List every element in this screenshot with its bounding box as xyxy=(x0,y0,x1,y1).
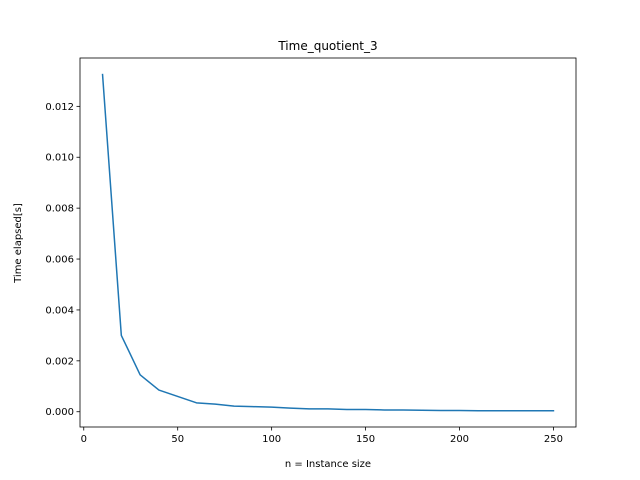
y-tick-label: 0.006 xyxy=(45,255,74,266)
chart-title: Time_quotient_3 xyxy=(277,39,377,53)
y-tick-label: 0.010 xyxy=(45,153,74,164)
x-tick-label: 250 xyxy=(544,434,563,445)
x-axis-ticks: 0 50 100 150 200 250 xyxy=(81,427,563,445)
y-tick-label: 0.002 xyxy=(45,356,74,367)
plot-frame xyxy=(79,57,577,428)
y-tick-label: 0.012 xyxy=(45,102,74,113)
series-layer xyxy=(101,73,555,412)
x-tick-label: 0 xyxy=(81,434,87,445)
y-tick-label: 0.000 xyxy=(45,407,74,418)
x-axis-label: n = Instance size xyxy=(285,459,371,470)
x-tick-label: 150 xyxy=(356,434,375,445)
y-axis-label: Time elapsed[s] xyxy=(13,203,24,284)
series-line xyxy=(101,73,555,412)
y-axis-ticks: 0.000 0.002 0.004 0.006 0.008 0.010 0.012 xyxy=(45,102,80,418)
x-tick-label: 100 xyxy=(262,434,281,445)
x-tick-label: 50 xyxy=(171,434,184,445)
y-tick-label: 0.004 xyxy=(45,305,74,316)
x-tick-label: 200 xyxy=(450,434,469,445)
y-tick-label: 0.008 xyxy=(45,204,74,215)
